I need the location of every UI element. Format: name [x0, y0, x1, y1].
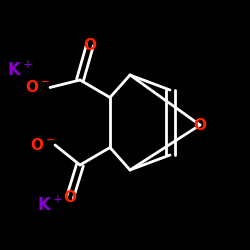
- Text: K$^+$: K$^+$: [7, 60, 33, 80]
- Text: O: O: [194, 118, 206, 132]
- Text: O: O: [64, 190, 76, 205]
- Text: K$^+$: K$^+$: [37, 195, 63, 215]
- Text: O$^-$: O$^-$: [25, 80, 50, 96]
- Text: O: O: [84, 38, 96, 52]
- Text: O$^-$: O$^-$: [30, 137, 55, 153]
